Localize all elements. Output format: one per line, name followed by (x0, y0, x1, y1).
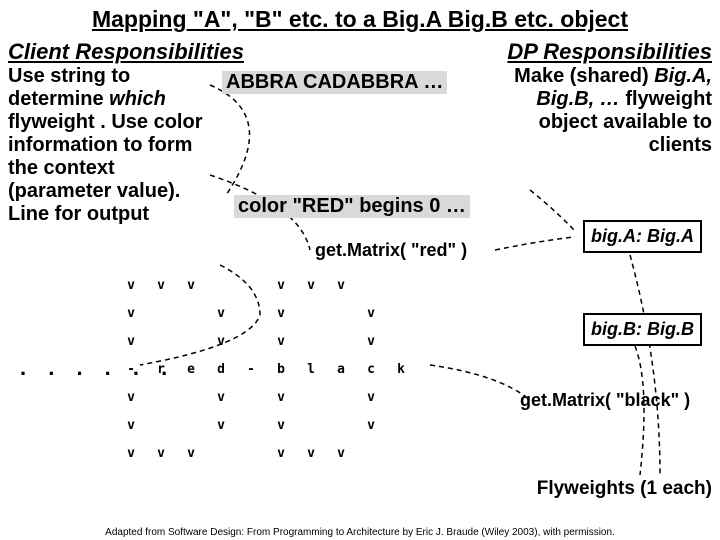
dp-subtitle: DP Responsibilities (507, 39, 712, 65)
get-matrix-black: get.Matrix( "black" ) (520, 390, 690, 411)
big-b-box: big.B: Big.B (583, 313, 702, 346)
big-a-box: big.A: Big.A (583, 220, 702, 253)
dp-paragraph: Make (shared) Big.A, Big.B, … flyweight … (512, 65, 712, 157)
get-matrix-red: get.Matrix( "red" ) (315, 240, 467, 261)
subtitle-row: Client Responsibilities DP Responsibilit… (0, 33, 720, 65)
client-subtitle: Client Responsibilities (8, 39, 244, 65)
client-paragraph: Use string to determine which flyweight … (8, 65, 218, 226)
letter-grid: vvvvvvvvvvvvvv-red-blackvvvvvvvvvvvvvv (116, 271, 416, 467)
flyweights-label: Flyweights (1 each) (537, 478, 712, 500)
diagram-area: Use string to determine which flyweight … (0, 65, 720, 495)
main-title: Mapping "A", "B" etc. to a Big.A Big.B e… (0, 0, 720, 33)
color-red-text: color "RED" begins 0 … (234, 195, 470, 218)
abbra-text: ABBRA CADABBRA … (222, 71, 447, 94)
credit-line: Adapted from Software Design: From Progr… (0, 527, 720, 538)
